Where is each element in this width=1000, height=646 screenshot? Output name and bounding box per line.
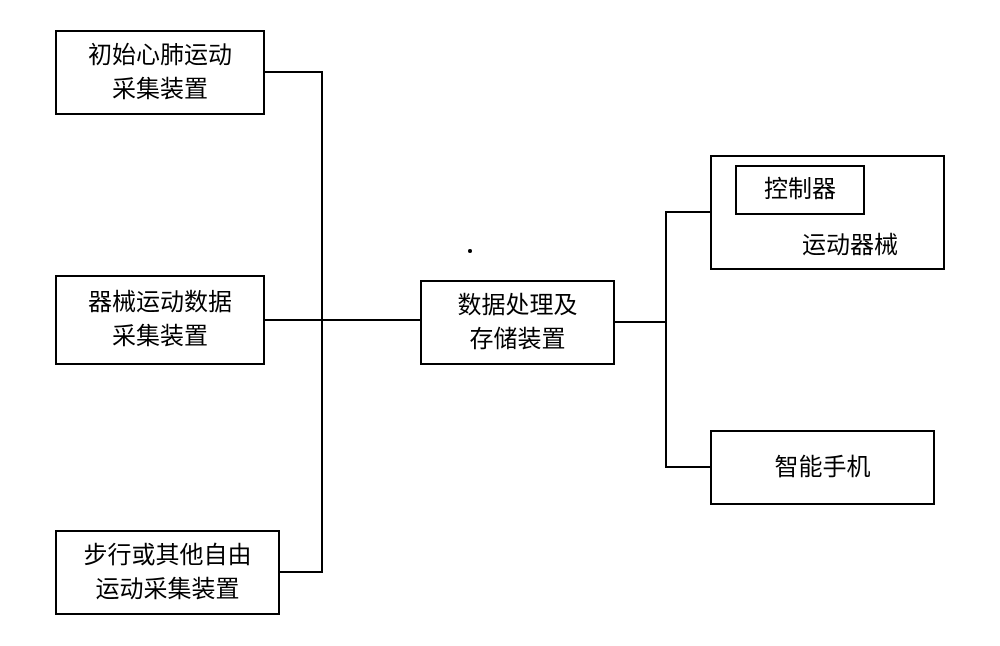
box-exercise-equipment: 控制器 运动器械	[710, 155, 945, 270]
box-smartphone-text: 智能手机	[775, 451, 871, 485]
box-controller: 控制器	[735, 165, 865, 215]
edge-right-bus-v	[665, 211, 667, 468]
edge-center-right-h	[615, 321, 667, 323]
box-device-data-text: 器械运动数据 采集装置	[88, 286, 232, 353]
box-device-data: 器械运动数据 采集装置	[55, 275, 265, 365]
edge-left-bus-v	[321, 71, 323, 573]
box-initial-cardio: 初始心肺运动 采集装置	[55, 30, 265, 115]
edge-box2-h	[265, 319, 323, 321]
box-walking-text: 步行或其他自由 运动采集装置	[84, 539, 252, 606]
box-exercise-equipment-text: 运动器械	[802, 229, 898, 263]
box-data-processing-text: 数据处理及 存储装置	[458, 289, 578, 356]
box-initial-cardio-text: 初始心肺运动 采集装置	[88, 39, 232, 106]
box-walking: 步行或其他自由 运动采集装置	[55, 530, 280, 615]
edge-box1-h	[265, 71, 323, 73]
dot-artifact	[468, 249, 472, 253]
box-smartphone: 智能手机	[710, 430, 935, 505]
edge-bus-center	[321, 319, 420, 321]
box-data-processing: 数据处理及 存储装置	[420, 280, 615, 365]
edge-box3-h	[280, 571, 323, 573]
edge-to-equipment	[665, 211, 710, 213]
edge-to-phone	[665, 466, 710, 468]
box-controller-text: 控制器	[764, 173, 836, 207]
